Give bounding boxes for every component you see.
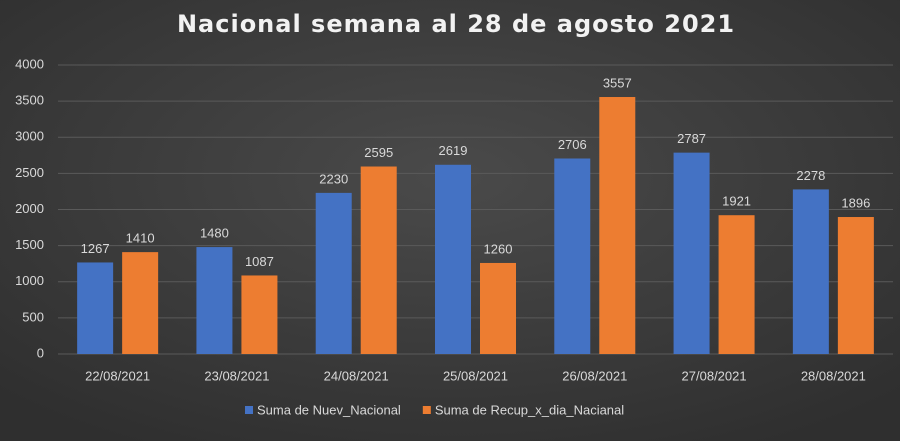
bar bbox=[673, 152, 710, 354]
bar bbox=[435, 164, 471, 354]
data-label: 2706 bbox=[558, 137, 587, 152]
bar bbox=[360, 166, 397, 354]
chart-title: Nacional semana al 28 de agosto 2021 bbox=[177, 10, 735, 38]
data-label: 2230 bbox=[319, 171, 348, 186]
bar bbox=[196, 247, 233, 354]
legend-label: Suma de Nuev_Nacional bbox=[257, 402, 401, 417]
data-label: 2787 bbox=[677, 131, 706, 146]
x-tick-label: 22/08/2021 bbox=[85, 368, 150, 383]
data-label: 1267 bbox=[81, 241, 110, 256]
x-tick-label: 24/08/2021 bbox=[324, 368, 389, 383]
bar bbox=[837, 217, 874, 354]
bar bbox=[480, 262, 516, 354]
bar bbox=[241, 275, 278, 354]
data-label: 2619 bbox=[439, 143, 468, 158]
y-tick-label: 3500 bbox=[15, 93, 44, 108]
y-tick-label: 0 bbox=[37, 345, 44, 360]
y-tick-label: 2500 bbox=[15, 165, 44, 180]
bar bbox=[122, 252, 159, 354]
legend-swatch bbox=[245, 406, 253, 414]
data-label: 2278 bbox=[796, 168, 825, 183]
plot: 0 500 1000 1500 2000 2500 3000 3500 4000 22/08/20… bbox=[15, 56, 893, 417]
bar bbox=[599, 97, 636, 355]
x-tick-label: 28/08/2021 bbox=[801, 368, 866, 383]
x-tick-label: 25/08/2021 bbox=[443, 368, 508, 383]
data-label: 1410 bbox=[126, 231, 155, 246]
data-label: 1921 bbox=[722, 194, 751, 209]
legend-swatch bbox=[422, 406, 431, 414]
x-tick-label: 27/08/2021 bbox=[682, 368, 747, 383]
data-label: 1896 bbox=[841, 195, 870, 210]
bar bbox=[315, 192, 352, 354]
bar bbox=[77, 262, 114, 354]
data-label: 1260 bbox=[484, 241, 513, 256]
bar bbox=[554, 158, 591, 354]
bar bbox=[792, 189, 829, 354]
legend-label: Suma de Recup_x_dia_Nacianal bbox=[435, 402, 624, 417]
bar bbox=[718, 215, 755, 354]
y-tick-label: 3000 bbox=[15, 129, 44, 144]
y-tick-label: 500 bbox=[22, 309, 44, 324]
data-label: 3557 bbox=[603, 75, 632, 90]
data-label: 2595 bbox=[364, 145, 393, 160]
y-tick-label: 1500 bbox=[15, 237, 44, 252]
data-label: 1480 bbox=[200, 226, 229, 241]
y-tick-label: 4000 bbox=[15, 56, 44, 71]
y-tick-label: 2000 bbox=[15, 201, 44, 216]
x-tick-label: 23/08/2021 bbox=[204, 368, 269, 383]
x-tick-label: 26/08/2021 bbox=[562, 368, 627, 383]
data-label: 1087 bbox=[245, 254, 274, 269]
y-tick-label: 1000 bbox=[15, 273, 44, 288]
